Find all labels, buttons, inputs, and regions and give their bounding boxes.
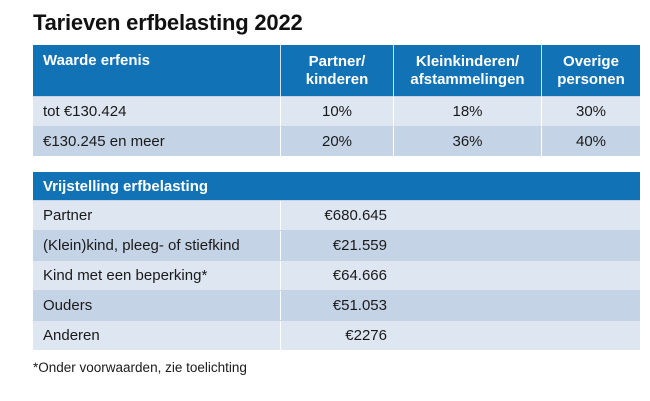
exemption-value: €2276 [280,321,393,350]
exemption-label: Ouders [43,297,93,314]
table-row-label: tot €130.424 [33,96,280,126]
rate-cell: 36% [393,126,541,156]
column-header-grandchildren: Kleinkinderen/ afstammelingen [393,45,541,96]
exemption-label: (Klein)kind, pleeg- of stiefkind [43,237,240,254]
exemption-header: Vrijstelling erfbelasting [33,172,640,200]
column-header-partner-children: Partner/ kinderen [280,45,393,96]
rate-cell: 40% [541,126,640,156]
table-row: Anderen €2276 [33,320,640,350]
exemption-label: Partner [43,207,93,224]
rates-table: Waarde erfenis Partner/ kinderen Kleinki… [33,45,640,156]
exemption-table: Vrijstelling erfbelasting Partner €680.6… [33,172,640,351]
exemption-value: €21.559 [280,231,393,260]
column-header-other-persons: Overige personen [541,45,640,96]
empty-cell [393,321,640,350]
exemption-value: €51.053 [280,291,393,320]
exemption-label: Kind met een beperking* [43,267,208,284]
table-row: Kind met een beperking* €64.666 [33,260,640,290]
footnote: *Onder voorwaarden, zie toelichting [33,360,247,375]
rate-cell: 20% [280,126,393,156]
column-header-inheritance-value: Waarde erfenis [33,45,280,96]
exemption-value: €64.666 [280,261,393,290]
empty-cell [393,201,640,230]
empty-cell [393,291,640,320]
table-row: Ouders €51.053 [33,290,640,320]
exemption-value: €680.645 [280,201,393,230]
table-row: (Klein)kind, pleeg- of stiefkind €21.559 [33,230,640,260]
table-row-label: €130.245 en meer [33,126,280,156]
table-row: Partner €680.645 [33,200,640,230]
rate-cell: 18% [393,96,541,126]
empty-cell [393,231,640,260]
rate-cell: 30% [541,96,640,126]
page-title: Tarieven erfbelasting 2022 [33,10,303,35]
empty-cell [393,261,640,290]
rate-cell: 10% [280,96,393,126]
exemption-label: Anderen [43,327,100,344]
